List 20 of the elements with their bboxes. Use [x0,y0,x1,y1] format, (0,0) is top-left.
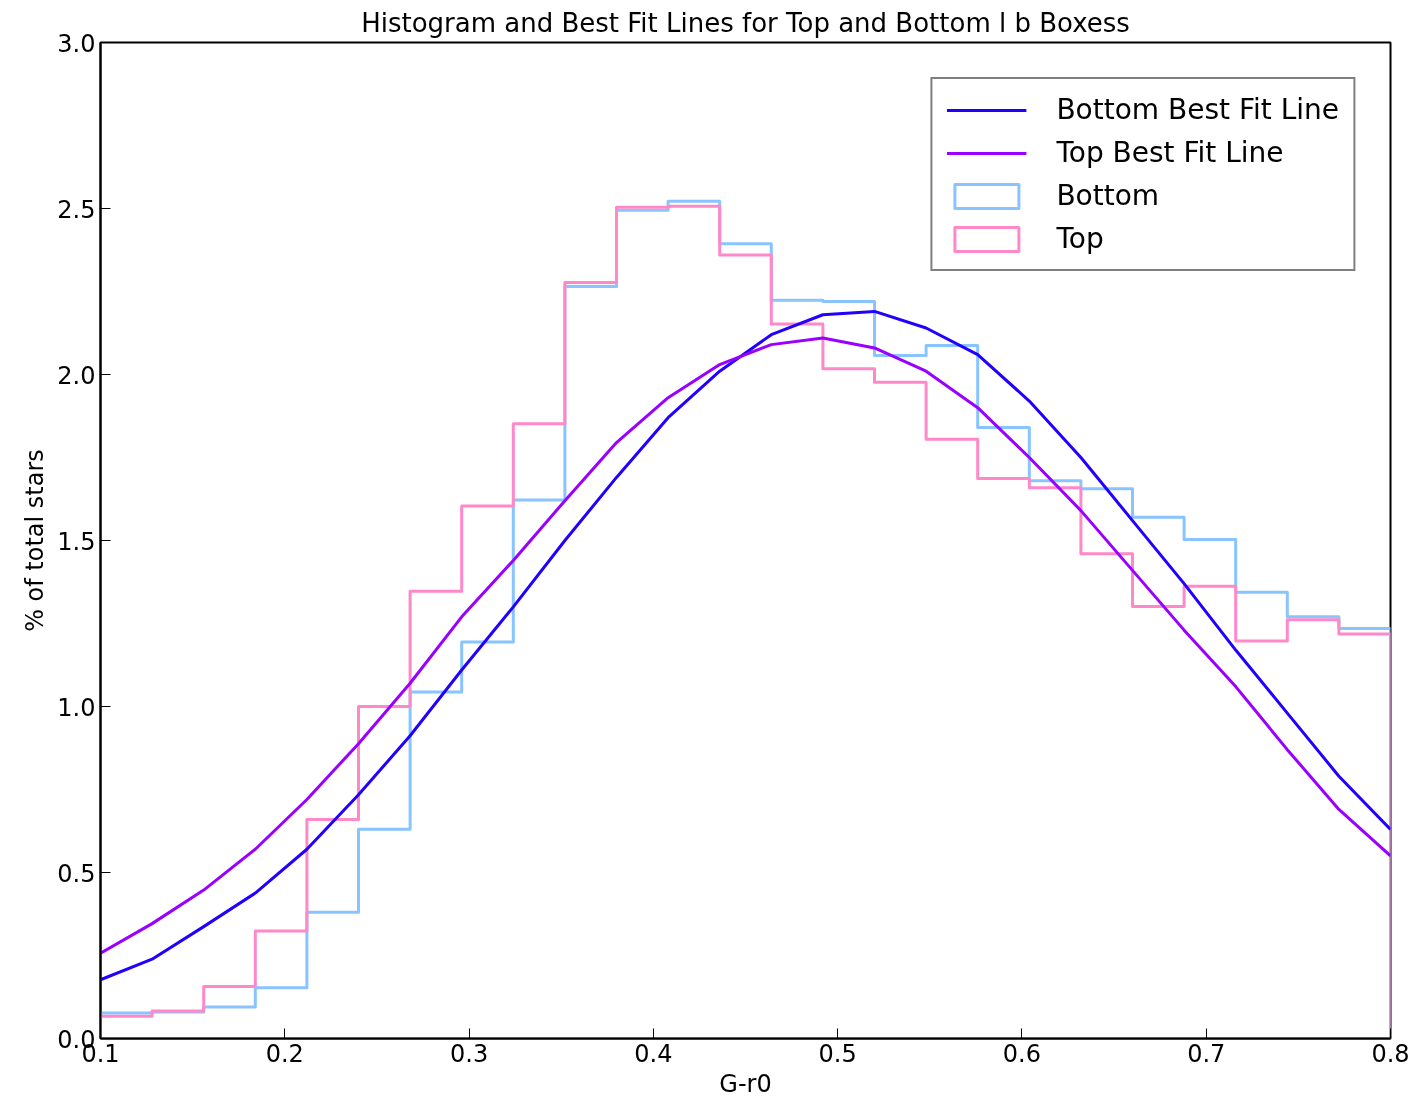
legend-label: Bottom [1056,179,1160,212]
y-tick-label: 2.5 [57,195,96,224]
y-tick-label: 1.5 [57,527,96,556]
x-tick-label: 0.3 [449,1039,489,1068]
y-tick-label: 3.0 [57,29,96,58]
legend-label: Bottom Best Fit Line [1056,93,1339,126]
x-tick-label: 0.4 [634,1039,673,1068]
x-tick-label: 0.7 [1187,1039,1226,1068]
x-tick-label: 0.8 [1371,1039,1410,1068]
x-tick-label: 0.5 [818,1039,857,1068]
y-tick-label: 2.0 [57,361,96,390]
x-tick-label: 0.6 [1002,1039,1042,1068]
y-tick-label: 1.0 [57,693,96,722]
legend-label: Top [1056,222,1104,255]
chart-title: Histogram and Best Fit Lines for Top and Bottom l b Boxess [361,7,1130,38]
x-tick-label: 0.2 [265,1039,304,1068]
y-axis-title: % of total stars [21,449,50,632]
legend-label: Top Best Fit Line [1056,136,1284,169]
y-tick-label: 0.5 [57,859,96,888]
x-axis-title: G-r0 [719,1069,772,1098]
